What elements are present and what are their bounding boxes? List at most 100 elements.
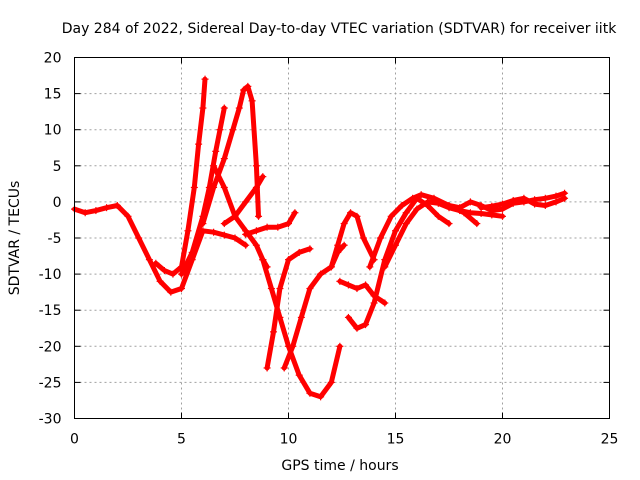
data-point (392, 241, 399, 249)
data-point (188, 248, 196, 256)
y-axis-label: SDTVAR / TECUs (7, 181, 23, 296)
data-point (499, 212, 506, 220)
data-point (434, 212, 442, 220)
data-point (306, 245, 314, 253)
data-point (424, 198, 432, 206)
data-point (199, 104, 207, 112)
series-line (382, 199, 505, 270)
data-point (240, 86, 248, 94)
data-point (220, 183, 228, 191)
data-point (456, 204, 464, 212)
data-point (327, 263, 335, 271)
data-point (359, 234, 367, 242)
data-point (259, 173, 267, 181)
data-point (334, 241, 342, 249)
data-point (340, 220, 348, 228)
data-point (377, 234, 385, 242)
data-point (466, 209, 474, 217)
data-point (263, 364, 271, 372)
series-prn-g (242, 209, 299, 238)
data-point (145, 256, 153, 264)
data-point (417, 191, 425, 199)
data-point (520, 194, 528, 202)
x-axis-label: GPS time / hours (281, 458, 398, 474)
y-tick-label: -30 (39, 412, 62, 428)
data-point (297, 313, 305, 321)
x-tick-label: 15 (387, 432, 405, 448)
x-tick-label: 0 (70, 432, 79, 448)
data-point (531, 200, 539, 208)
data-point (445, 202, 453, 210)
data-point (216, 126, 224, 134)
x-tick-label: 25 (601, 432, 619, 448)
data-point (289, 342, 297, 350)
data-point (252, 162, 260, 170)
data-point (160, 266, 168, 274)
y-tick-label: 10 (44, 123, 62, 139)
data-point (252, 241, 260, 249)
tick-layer: 0 5 10 15 20 25 -30 -25 -20 -15 -10 -5 0 5 10 15 20 (39, 51, 619, 448)
series-prn-m (344, 194, 453, 332)
y-tick-label: -5 (48, 231, 62, 247)
data-point (135, 234, 143, 242)
data-point (336, 342, 344, 350)
data-point (561, 194, 569, 202)
data-point (381, 263, 389, 271)
data-point (235, 104, 243, 112)
data-point (473, 220, 481, 228)
series-line (243, 210, 298, 237)
data-point (353, 285, 361, 293)
y-tick-label: -10 (39, 267, 62, 283)
data-point (220, 155, 228, 163)
data-point (291, 209, 299, 217)
data-point (347, 209, 355, 217)
data-point (274, 223, 282, 231)
data-point (267, 285, 275, 293)
data-point (242, 230, 250, 238)
data-point (317, 270, 325, 278)
data-point (178, 270, 185, 278)
x-tick-label: 5 (177, 432, 186, 448)
y-tick-label: 15 (44, 87, 62, 103)
data-point (362, 321, 370, 329)
data-point (190, 183, 198, 191)
data-point (220, 104, 228, 112)
data-point (306, 389, 314, 397)
data-point (220, 220, 228, 228)
data-point (362, 281, 370, 289)
data-point (210, 183, 218, 191)
series-line (328, 210, 377, 270)
series-prn-i (263, 245, 314, 372)
data-point (353, 212, 361, 220)
data-point (255, 212, 263, 220)
data-point (327, 378, 335, 386)
data-point (167, 288, 175, 296)
data-point (113, 202, 121, 210)
data-point (285, 220, 292, 228)
data-point (270, 328, 278, 336)
data-point (413, 205, 421, 213)
data-point (244, 82, 252, 90)
data-point (381, 299, 389, 307)
data-point (81, 209, 89, 217)
series-layer (71, 75, 569, 401)
data-point (499, 200, 506, 208)
data-point (184, 227, 192, 235)
data-point (344, 281, 352, 289)
data-point (340, 241, 348, 249)
data-point (259, 256, 267, 264)
data-point (103, 204, 111, 212)
data-point (210, 228, 218, 236)
data-point (370, 299, 378, 307)
data-point (124, 212, 132, 220)
data-point (541, 194, 549, 202)
data-point (199, 220, 207, 228)
data-point (212, 147, 220, 155)
data-point (392, 227, 399, 235)
data-point (409, 194, 417, 202)
data-point (366, 263, 374, 271)
data-point (541, 202, 549, 210)
data-point (402, 220, 410, 228)
data-point (344, 313, 352, 321)
